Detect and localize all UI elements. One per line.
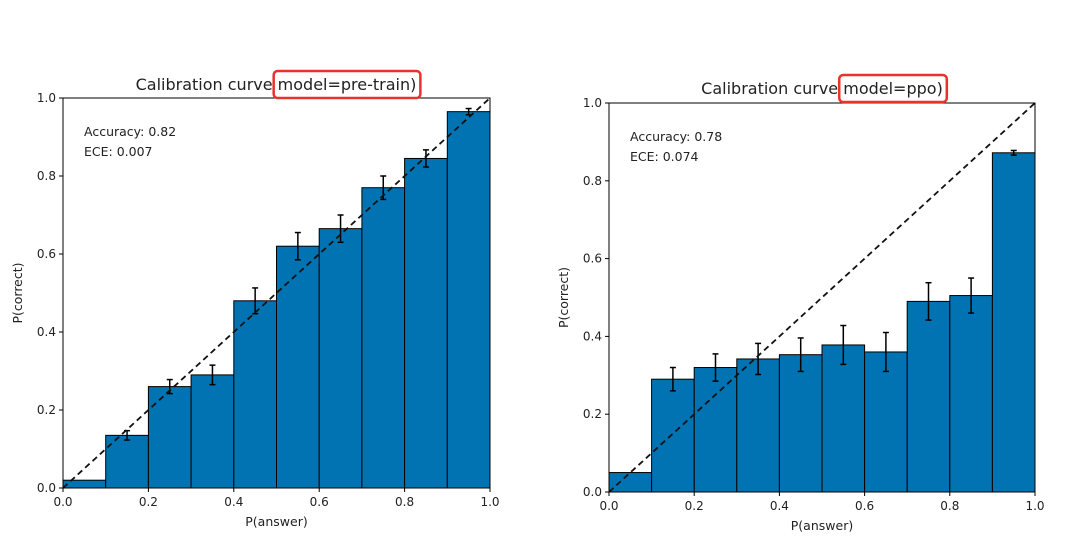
calibration-bar (608, 472, 653, 493)
x-tick-label: 0.6 (855, 499, 874, 513)
y-tick-label: 0.0 (37, 481, 56, 495)
y-tick-label: 0.8 (583, 174, 602, 188)
calibration-bar (62, 479, 107, 489)
error-bar (422, 149, 429, 168)
accuracy-annotation: Accuracy: 0.82 (84, 124, 176, 139)
y-tick-label: 0.8 (37, 169, 56, 183)
highlight-box (272, 69, 422, 100)
accuracy-annotation: Accuracy: 0.78 (630, 129, 722, 144)
x-tick-label: 1.0 (480, 495, 499, 509)
error-bar (968, 277, 975, 314)
calibration-bar (446, 111, 491, 489)
error-bar (882, 331, 889, 373)
ece-annotation: ECE: 0.007 (84, 144, 153, 159)
x-tick-label: 0.2 (685, 499, 704, 513)
calibration-bar (949, 295, 993, 493)
calibration-bar (651, 378, 695, 493)
calibration-bar (318, 228, 363, 489)
x-tick-label: 0.8 (940, 499, 959, 513)
y-axis-label: P(correct) (556, 267, 571, 328)
calibration-bar (991, 152, 1036, 493)
calibration-bar (147, 386, 192, 489)
ece-annotation: ECE: 0.074 (630, 149, 699, 164)
x-tick-label: 0.0 (53, 495, 72, 509)
calibration-bar (404, 157, 448, 489)
error-bar (797, 337, 804, 373)
error-bar (755, 342, 762, 376)
perfect-calibration-line (62, 97, 491, 489)
error-bar (840, 324, 847, 366)
y-tick-label: 0.6 (583, 252, 602, 266)
y-tick-label: 1.0 (37, 91, 56, 105)
chart-title-model: model=ppo) (843, 79, 943, 98)
chart-title-prefix: Calibration curve (136, 75, 278, 94)
perfect-calibration-line (608, 102, 1036, 493)
chart-title-model: model=pre-train) (278, 75, 417, 94)
calibration-bar (276, 245, 320, 489)
y-tick-label: 0.4 (583, 329, 602, 343)
error-bar (294, 231, 301, 261)
calibration-chart-pretrain: 0.0 0.2 0.4 0.6 0.8 1.0 0.0 0.2 0.4 0.6 0.8 1.0 P(an… (10, 69, 500, 529)
y-axis-label: P(correct) (10, 262, 25, 323)
x-axis-label: P(answer) (245, 514, 307, 529)
y-tick-label: 0.4 (37, 325, 56, 339)
x-tick-label: 1.0 (1025, 499, 1044, 513)
error-bar (712, 353, 719, 382)
chart-title-prefix: Calibration curve (701, 79, 843, 98)
error-bar (1010, 149, 1017, 156)
error-bar (337, 214, 344, 244)
error-bar (669, 366, 676, 392)
calibration-bar (736, 358, 780, 493)
chart-title: Calibration curve model=pre-train) (136, 75, 417, 94)
calibration-bar (105, 434, 149, 489)
y-tick-label: 0.0 (583, 485, 602, 499)
error-bar (252, 287, 259, 315)
calibration-bar (693, 367, 738, 493)
calibration-bar (864, 351, 908, 493)
y-tick-label: 0.2 (583, 407, 602, 421)
calibration-bar (821, 344, 866, 493)
x-tick-label: 0.6 (310, 495, 329, 509)
calibration-bar (233, 300, 278, 489)
calibration-bar (906, 300, 951, 493)
error-bar (925, 281, 932, 321)
calibration-chart-ppo: 0.0 0.2 0.4 0.6 0.8 1.0 0.0 0.2 0.4 0.6 0.8 1.0 P(an… (556, 73, 1045, 533)
x-tick-label: 0.8 (395, 495, 414, 509)
y-tick-label: 0.2 (37, 403, 56, 417)
highlight-box (837, 73, 949, 104)
x-tick-label: 0.4 (770, 499, 789, 513)
y-tick-label: 0.6 (37, 247, 56, 261)
calibration-bar (778, 354, 823, 493)
x-axis-label: P(answer) (791, 518, 853, 533)
y-tick-label: 1.0 (583, 96, 602, 110)
x-tick-label: 0.4 (224, 495, 243, 509)
calibration-bar (361, 187, 406, 489)
calibration-bar (190, 374, 235, 489)
x-tick-label: 0.0 (599, 499, 618, 513)
x-tick-label: 0.2 (139, 495, 158, 509)
plot-frame (608, 102, 1036, 493)
chart-title: Calibration curve model=ppo) (701, 79, 943, 98)
error-bar (209, 364, 216, 386)
